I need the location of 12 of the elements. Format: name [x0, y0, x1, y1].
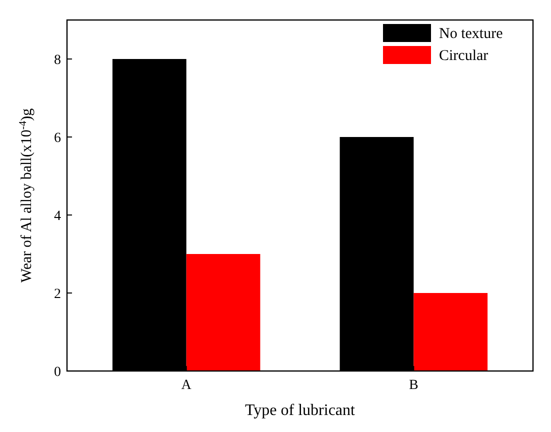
y-tick-label: 4: [54, 208, 61, 224]
x-axis-title: Type of lubricant: [245, 402, 356, 419]
y-tick-label: 8: [54, 52, 61, 68]
bar: [186, 254, 260, 371]
legend-label: No texture: [439, 26, 504, 42]
x-tick-label: A: [181, 378, 192, 393]
x-tick-label: B: [408, 378, 418, 393]
bar: [414, 293, 488, 371]
y-tick-label: 6: [54, 130, 61, 146]
y-tick-label: 0: [54, 364, 61, 380]
legend-label: Circular: [439, 48, 488, 64]
y-tick-label: 2: [54, 286, 61, 302]
